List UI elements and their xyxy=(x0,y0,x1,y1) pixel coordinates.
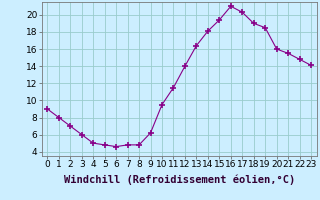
X-axis label: Windchill (Refroidissement éolien,°C): Windchill (Refroidissement éolien,°C) xyxy=(64,175,295,185)
